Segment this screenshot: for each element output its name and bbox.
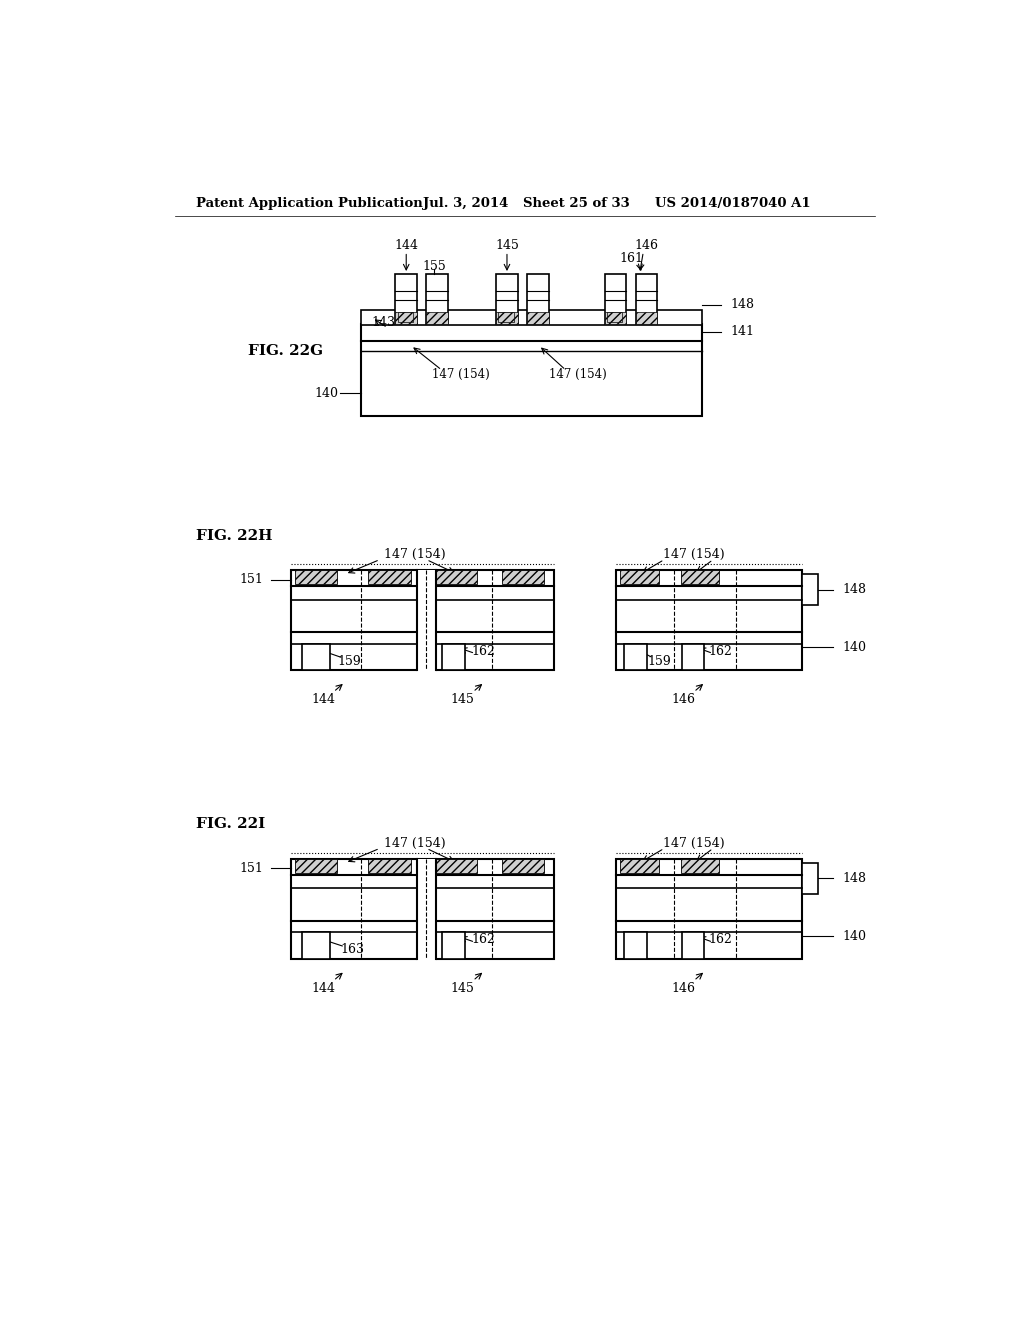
Bar — [442, 932, 465, 960]
Bar — [434, 859, 477, 873]
Text: 147 (154): 147 (154) — [663, 548, 725, 561]
Text: 162: 162 — [471, 644, 495, 657]
Bar — [502, 570, 544, 585]
Bar — [496, 313, 518, 323]
Text: 148: 148 — [843, 871, 866, 884]
Bar — [291, 859, 554, 960]
Text: 162: 162 — [709, 644, 733, 657]
Bar — [616, 570, 802, 671]
Text: Sheet 25 of 33: Sheet 25 of 33 — [523, 197, 630, 210]
Text: 162: 162 — [709, 933, 733, 946]
Bar — [682, 932, 703, 960]
Text: 148: 148 — [730, 298, 754, 312]
Text: 155: 155 — [422, 260, 446, 273]
Bar — [302, 932, 330, 960]
Text: 162: 162 — [471, 933, 495, 946]
Bar — [616, 859, 802, 960]
Text: Patent Application Publication: Patent Application Publication — [197, 197, 423, 210]
Bar — [295, 570, 337, 585]
Bar — [295, 859, 337, 873]
Text: US 2014/0187040 A1: US 2014/0187040 A1 — [655, 197, 811, 210]
Bar — [369, 570, 411, 585]
Text: 144: 144 — [394, 239, 418, 252]
Text: 145: 145 — [495, 239, 519, 252]
Bar — [636, 275, 657, 323]
Text: 145: 145 — [451, 982, 475, 995]
Bar — [395, 313, 417, 323]
Text: 146: 146 — [672, 693, 695, 706]
Text: 163: 163 — [341, 944, 365, 957]
Bar — [802, 574, 818, 605]
Text: 151: 151 — [240, 573, 263, 586]
Text: 147 (154): 147 (154) — [663, 837, 725, 850]
Text: 147 (154): 147 (154) — [384, 837, 445, 850]
Bar — [604, 275, 627, 323]
Bar — [607, 313, 623, 322]
Bar — [681, 859, 719, 873]
Text: 140: 140 — [314, 387, 339, 400]
Text: 159: 159 — [647, 655, 671, 668]
Text: 146: 146 — [672, 982, 695, 995]
Text: 144: 144 — [311, 982, 335, 995]
Bar — [499, 313, 514, 322]
Bar — [527, 313, 549, 323]
Bar — [621, 570, 658, 585]
Bar — [502, 859, 544, 873]
Text: 144: 144 — [311, 693, 335, 706]
Text: 147 (154): 147 (154) — [432, 367, 490, 380]
Bar — [291, 570, 554, 671]
Bar — [802, 863, 818, 894]
Bar — [604, 313, 627, 323]
Bar — [426, 313, 449, 323]
Text: FIG. 22G: FIG. 22G — [248, 345, 324, 358]
Bar — [360, 323, 701, 416]
Bar — [397, 313, 414, 322]
Text: 161: 161 — [620, 252, 644, 265]
Bar — [624, 932, 647, 960]
Bar — [624, 644, 647, 671]
Text: 151: 151 — [240, 862, 263, 875]
Bar — [442, 644, 465, 671]
Text: FIG. 22I: FIG. 22I — [197, 817, 265, 832]
Text: Jul. 3, 2014: Jul. 3, 2014 — [423, 197, 508, 210]
Text: 148: 148 — [843, 583, 866, 597]
Text: 143: 143 — [372, 315, 395, 329]
Bar — [369, 859, 411, 873]
Bar — [302, 644, 330, 671]
Text: 145: 145 — [451, 693, 475, 706]
Bar — [426, 275, 449, 323]
Text: FIG. 22H: FIG. 22H — [197, 529, 272, 543]
Bar — [682, 644, 703, 671]
Bar — [434, 570, 477, 585]
Text: 159: 159 — [337, 655, 360, 668]
Text: 140: 140 — [843, 929, 866, 942]
Text: 147 (154): 147 (154) — [384, 548, 445, 561]
Bar — [527, 275, 549, 323]
Bar — [496, 275, 518, 323]
Bar — [360, 310, 701, 326]
Text: 140: 140 — [843, 640, 866, 653]
Text: 147 (154): 147 (154) — [549, 367, 606, 380]
Text: 146: 146 — [635, 239, 658, 252]
Bar — [417, 859, 435, 965]
Bar — [636, 313, 657, 323]
Bar — [395, 275, 417, 323]
Bar — [681, 570, 719, 585]
Bar — [417, 570, 435, 677]
Bar — [621, 859, 658, 873]
Text: 141: 141 — [730, 325, 754, 338]
